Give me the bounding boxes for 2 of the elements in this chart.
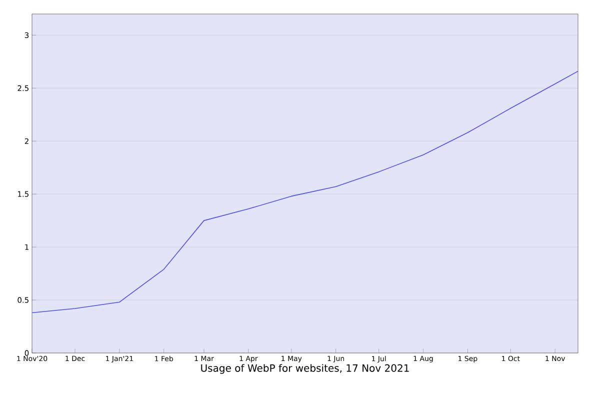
line-series xyxy=(32,70,578,314)
x-axis-title: Usage of WebP for websites, 17 Nov 2021 xyxy=(201,364,409,374)
